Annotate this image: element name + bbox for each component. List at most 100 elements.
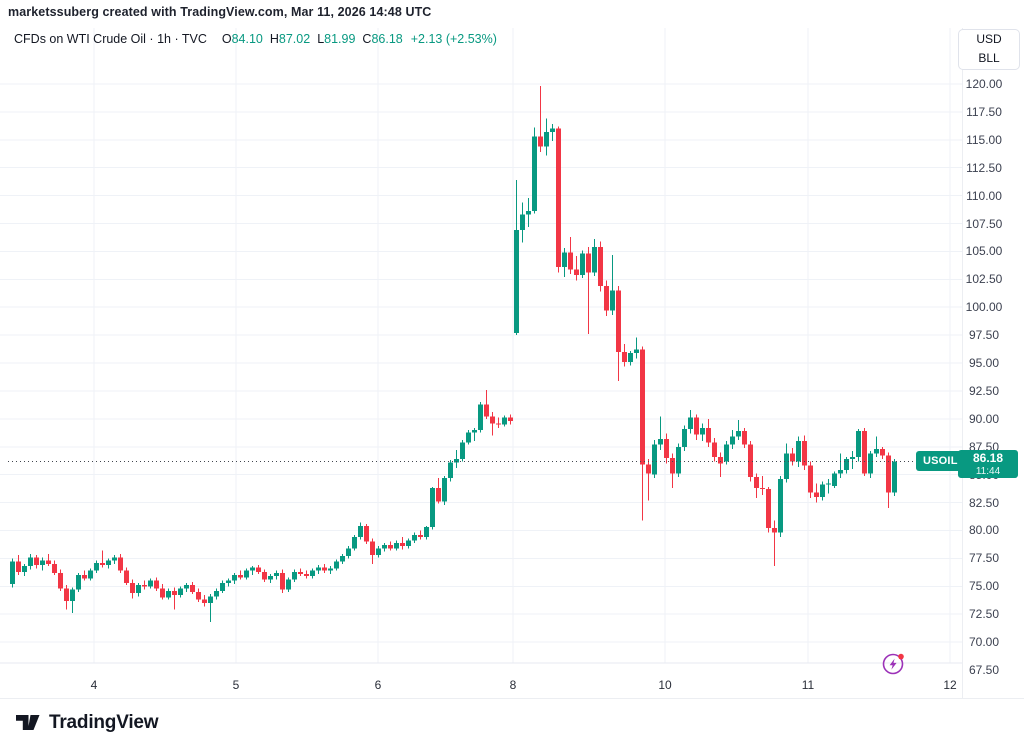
candle-body (238, 575, 243, 578)
candle-body (136, 585, 141, 593)
candle-body (586, 253, 591, 273)
candle-body (400, 542, 405, 547)
candle-body (100, 562, 105, 566)
candle-body (772, 528, 777, 533)
candle-body (700, 427, 705, 435)
candle-body (874, 448, 879, 454)
candle-body (70, 589, 75, 601)
candle-body (88, 570, 93, 579)
price-tick-label: 80.00 (968, 523, 1000, 538)
candle-body (430, 488, 435, 528)
candle-body (172, 590, 177, 596)
candle-body (160, 588, 165, 598)
candle-body (442, 478, 447, 502)
price-tick-label: 77.50 (968, 551, 1000, 566)
candle-body (244, 570, 249, 578)
candle-body (370, 541, 375, 556)
candle-body (262, 571, 267, 580)
candle-body (322, 567, 327, 571)
last-price-value: 86.18 (972, 451, 1004, 466)
candles-series (10, 86, 897, 623)
candle-body (574, 269, 579, 275)
price-tick-label: 95.00 (968, 356, 1000, 371)
price-tick-label: 90.00 (968, 411, 1000, 426)
candle-body (76, 575, 81, 590)
candle-body (802, 441, 807, 466)
candle-body (850, 456, 855, 460)
candle-body (880, 448, 885, 456)
price-change: +2.13 (+2.53%) (410, 32, 497, 46)
candle-body (334, 561, 339, 569)
unit-button[interactable]: BLL (978, 51, 1000, 65)
currency-unit-selector[interactable]: USD BLL (958, 29, 1020, 70)
ohlc-value: 81.99 (324, 32, 356, 46)
ohlc-label: H (269, 32, 279, 46)
candle-body (340, 556, 345, 562)
candle-body (274, 572, 279, 577)
events-flash-icon[interactable] (880, 650, 907, 677)
candle-body (694, 417, 699, 435)
candle-body (298, 571, 303, 575)
candle-body (670, 457, 675, 474)
candle-body (460, 442, 465, 460)
candle-body (814, 492, 819, 497)
attribution-text: marketssuberg created with TradingView.c… (8, 5, 432, 19)
candle-body (466, 432, 471, 443)
candle-body (760, 488, 765, 490)
candle-body (106, 560, 111, 566)
ohlc-label: L (317, 32, 325, 46)
price-tick-label: 107.50 (965, 216, 1003, 231)
currency-button[interactable]: USD (976, 32, 1002, 46)
candle-body (604, 286, 609, 311)
candle-body (196, 591, 201, 600)
candle-body (346, 548, 351, 557)
candle-body (286, 579, 291, 590)
bar-countdown: 11:44 (975, 466, 1001, 478)
candle-body (142, 585, 147, 587)
price-tick-label: 102.50 (965, 272, 1003, 287)
candle-body (562, 252, 567, 268)
candle-body (124, 570, 129, 583)
candle-body (82, 575, 87, 579)
symbol-title[interactable]: CFDs on WTI Crude Oil · 1h · TVC (14, 32, 207, 46)
candle-body (682, 428, 687, 447)
candle-body (862, 431, 867, 474)
candle-body (352, 537, 357, 549)
candle-body (394, 542, 399, 549)
candle-body (16, 561, 21, 572)
candlestick-chart-pane[interactable] (0, 0, 962, 700)
candle-body (202, 599, 207, 604)
candle-body (214, 590, 219, 597)
price-tick-label: 117.50 (966, 104, 1002, 119)
candle-body (208, 596, 213, 604)
price-tick-label: 82.50 (968, 495, 1000, 510)
ohlc-value: 87.02 (278, 32, 311, 46)
tradingview-logo-mark (16, 715, 40, 730)
candle-body (448, 462, 453, 479)
candle-body (376, 548, 381, 556)
price-tick-label: 75.00 (968, 579, 1000, 594)
ohlc-item: L81.99 (317, 32, 355, 46)
price-tick-label: 92.50 (968, 383, 1000, 398)
candle-body (790, 453, 795, 462)
candle-body (622, 351, 627, 362)
ohlc-item: H87.02 (270, 32, 310, 46)
candle-body (184, 585, 189, 589)
time-tick-label: 10 (658, 678, 672, 692)
candle-body (784, 453, 789, 480)
candle-body (520, 214, 525, 231)
candle-body (616, 290, 621, 352)
tradingview-logo[interactable]: TradingView (16, 712, 159, 734)
price-axis[interactable]: USD BLL 120.00 117.50 115.00 112.50 110.00 10… (958, 0, 1024, 698)
symbol-info-bar: CFDs on WTI Crude Oil · 1h · TVC O84.10 H8… (14, 32, 497, 46)
candle-body (46, 560, 51, 564)
candle-body (40, 560, 45, 566)
candle-body (712, 442, 717, 457)
candle-body (472, 430, 477, 433)
candle-body (754, 476, 759, 489)
price-tick-label: 120.00 (965, 77, 1003, 91)
candle-body (766, 489, 771, 529)
candle-body (736, 431, 741, 437)
candle-body (382, 544, 387, 549)
price-tick-label: 100.00 (965, 300, 1003, 315)
